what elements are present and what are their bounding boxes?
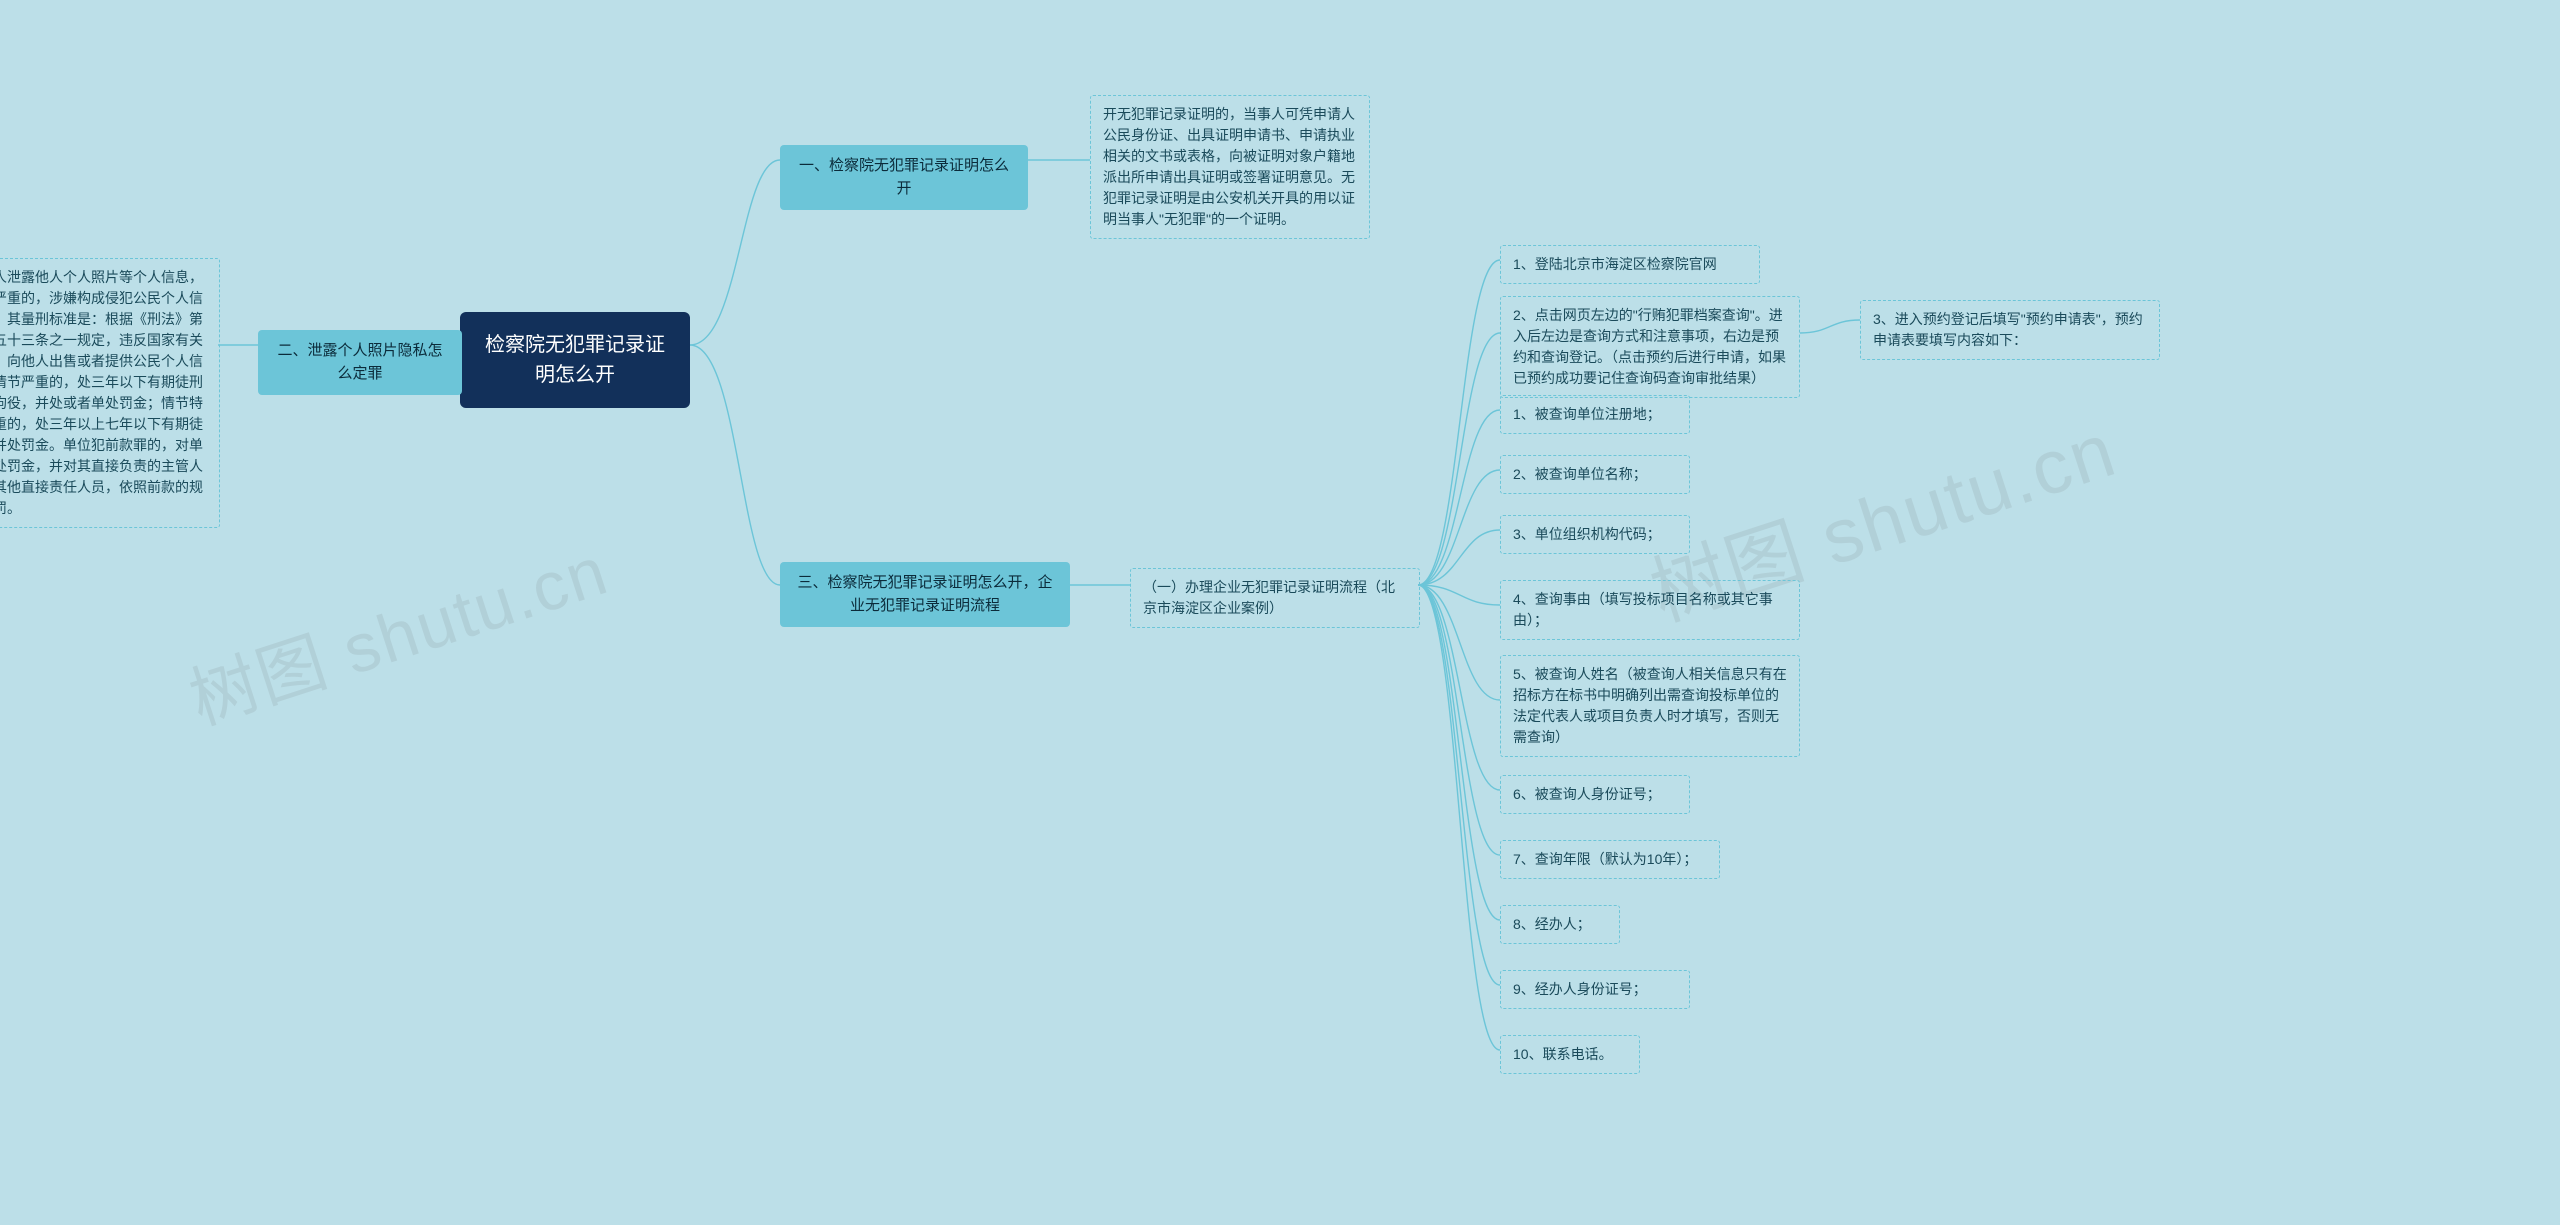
field-8: 8、经办人； xyxy=(1500,905,1620,944)
watermark: 树图 shutu.cn xyxy=(175,515,618,743)
step-3: 3、进入预约登记后填写"预约申请表"，预约申请表要填写内容如下： xyxy=(1860,300,2160,360)
field-2: 2、被查询单位名称； xyxy=(1500,455,1690,494)
branch-1-title[interactable]: 一、检察院无犯罪记录证明怎么开 xyxy=(780,145,1028,210)
field-5: 5、被查询人姓名（被查询人相关信息只有在招标方在标书中明确列出需查询投标单位的法… xyxy=(1500,655,1800,757)
field-10: 10、联系电话。 xyxy=(1500,1035,1640,1074)
branch-2-title[interactable]: 二、泄露个人照片隐私怎么定罪 xyxy=(258,330,462,395)
branch-1-leaf: 开无犯罪记录证明的，当事人可凭申请人公民身份证、出具证明申请书、申请执业相关的文… xyxy=(1090,95,1370,239)
field-4: 4、查询事由（填写投标项目名称或其它事由）； xyxy=(1500,580,1800,640)
field-7: 7、查询年限（默认为10年）； xyxy=(1500,840,1720,879)
step-1: 1、登陆北京市海淀区检察院官网 xyxy=(1500,245,1760,284)
branch-2-leaf: 行为人泄露他人个人照片等个人信息，情节严重的，涉嫌构成侵犯公民个人信息罪，其量刑… xyxy=(0,258,220,528)
field-9: 9、经办人身份证号； xyxy=(1500,970,1690,1009)
field-3: 3、单位组织机构代码； xyxy=(1500,515,1690,554)
field-1: 1、被查询单位注册地； xyxy=(1500,395,1690,434)
root-node[interactable]: 检察院无犯罪记录证明怎么开 xyxy=(460,312,690,408)
step-2: 2、点击网页左边的"行贿犯罪档案查询"。进入后左边是查询方式和注意事项，右边是预… xyxy=(1500,296,1800,398)
field-6: 6、被查询人身份证号； xyxy=(1500,775,1690,814)
branch-3-sub: （一）办理企业无犯罪记录证明流程（北京市海淀区企业案例） xyxy=(1130,568,1420,628)
branch-3-title[interactable]: 三、检察院无犯罪记录证明怎么开，企业无犯罪记录证明流程 xyxy=(780,562,1070,627)
